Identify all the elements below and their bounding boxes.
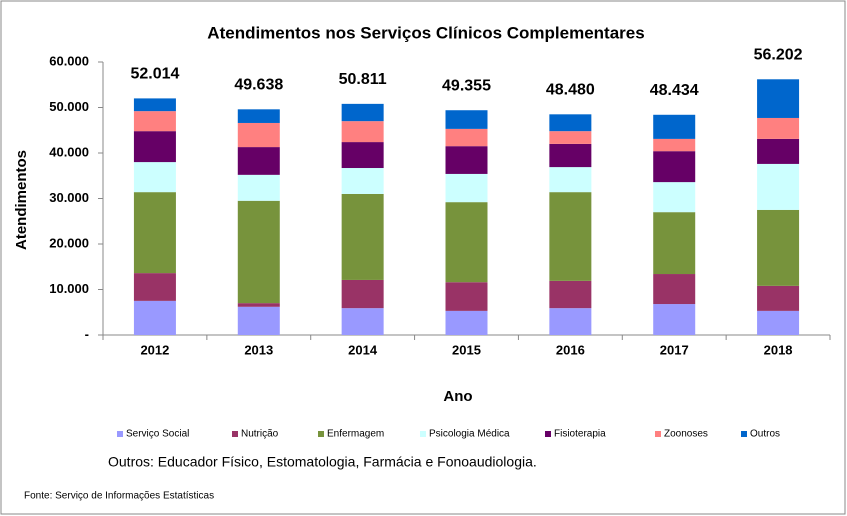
bar-segment [237, 200, 280, 304]
bar-segment [133, 98, 176, 112]
source: Fonte: Serviço de Informações Estatístic… [24, 491, 214, 502]
bar-segment [653, 138, 696, 152]
bar-segment [757, 163, 800, 210]
bar-segment [445, 282, 488, 311]
legend-swatch [117, 431, 123, 437]
y-axis-label: Atendimentos [13, 150, 30, 250]
chart-title: Atendimentos nos Serviços Clínicos Compl… [207, 23, 644, 42]
bar-segment [341, 121, 384, 143]
bar-segment [549, 167, 592, 193]
legend-label: Enfermagem [327, 429, 384, 440]
bar-segment [445, 110, 488, 129]
y-tick-label: 60.000 [49, 53, 89, 68]
bar-segment [237, 109, 280, 123]
legend-label: Outros [750, 429, 780, 440]
bar-segment [653, 151, 696, 183]
legend-swatch [545, 431, 551, 437]
bar-segment [549, 131, 592, 144]
legend-swatch [655, 431, 661, 437]
legend-swatch [318, 431, 324, 437]
bar-segment [445, 128, 488, 147]
bar-segment [133, 111, 176, 132]
y-tick-label: - [85, 326, 89, 341]
bar-segment [237, 122, 280, 148]
bar-segment [757, 209, 800, 286]
bar-segment [237, 174, 280, 201]
total-label: 49.355 [442, 78, 491, 95]
total-label: 50.811 [339, 71, 387, 88]
x-tick-label: 2018 [764, 342, 793, 357]
bar-segment [133, 273, 176, 301]
legend-label: Fisioterapia [554, 429, 606, 440]
bar-segment [549, 280, 592, 309]
bar-segment [757, 310, 800, 335]
total-label: 56.202 [754, 46, 803, 63]
note: Outros: Educador Físico, Estomatologia, … [108, 454, 537, 470]
bar-segment [133, 300, 176, 335]
x-tick-label: 2016 [556, 342, 585, 357]
legend-swatch [741, 431, 747, 437]
bar-segment [653, 114, 696, 139]
bar-segment [341, 279, 384, 309]
legend-label: Psicologia Médica [429, 429, 510, 440]
x-tick-label: 2015 [452, 342, 481, 357]
bar-segment [133, 131, 176, 163]
bar-segment [445, 310, 488, 335]
bar-segment [341, 142, 384, 169]
legend-label: Nutrição [241, 429, 279, 440]
bar-segment [341, 103, 384, 122]
bar-segment [445, 146, 488, 174]
bar-segment [549, 192, 592, 281]
bar-segment [653, 304, 696, 335]
bar-segment [341, 193, 384, 280]
bar-segment [757, 285, 800, 311]
bar-segment [549, 308, 592, 335]
legend-label: Serviço Social [126, 429, 189, 440]
y-tick-label: 30.000 [49, 190, 89, 205]
bar-segment [237, 303, 280, 307]
bar-segment [653, 182, 696, 213]
bar-segment [757, 79, 800, 118]
total-label: 49.638 [234, 76, 283, 93]
legend-swatch [420, 431, 426, 437]
x-tick-label: 2012 [140, 342, 169, 357]
total-label: 48.480 [546, 82, 595, 99]
bar-segment [341, 168, 384, 194]
bar-segment [549, 114, 592, 132]
x-tick-label: 2013 [244, 342, 273, 357]
bar-segment [237, 147, 280, 175]
bar-segment [757, 138, 800, 164]
bar-segment [445, 202, 488, 283]
y-tick-label: 40.000 [49, 144, 89, 159]
y-tick-label: 50.000 [49, 99, 89, 114]
bar-segment [133, 162, 176, 193]
bar-segment [341, 308, 384, 335]
bar-segment [549, 143, 592, 168]
x-axis-label: Ano [443, 388, 472, 405]
total-label: 52.014 [130, 66, 179, 83]
bar-segment [133, 192, 176, 274]
y-tick-label: 20.000 [49, 235, 89, 250]
bar-segment [757, 117, 800, 139]
bar-segment [445, 173, 488, 203]
legend-label: Zoonoses [664, 429, 708, 440]
total-label: 48.434 [650, 82, 699, 99]
x-tick-label: 2017 [660, 342, 689, 357]
bar-segment [237, 306, 280, 335]
bar-segment [653, 274, 696, 305]
x-tick-label: 2014 [348, 342, 378, 357]
legend-swatch [232, 431, 238, 437]
y-tick-label: 10.000 [49, 281, 89, 296]
bar-segment [653, 212, 696, 275]
